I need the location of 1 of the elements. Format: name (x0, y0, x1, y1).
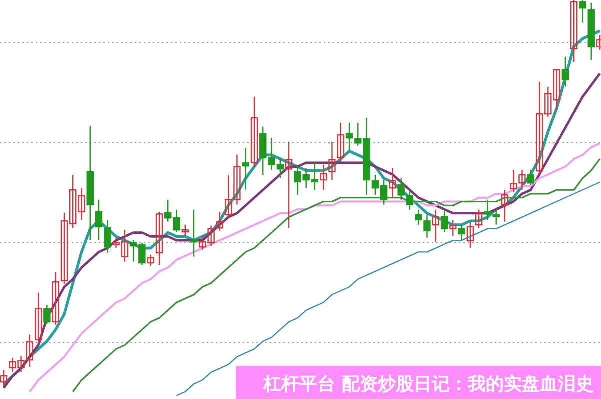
text: 杠杆平台 配资炒股日记：我的实盘血泪史 (262, 374, 594, 395)
